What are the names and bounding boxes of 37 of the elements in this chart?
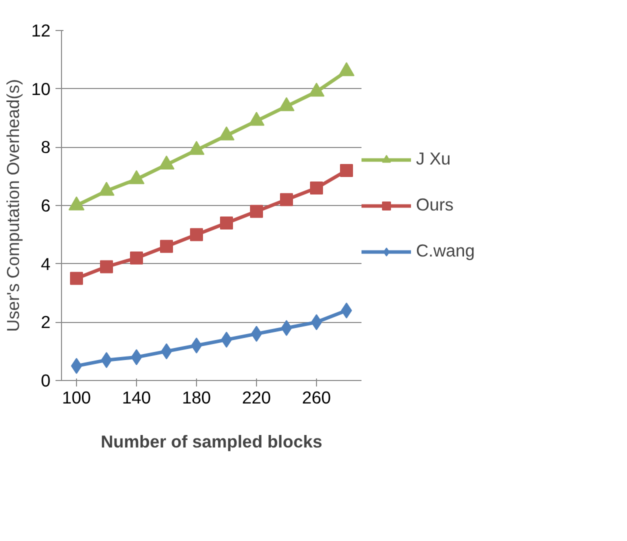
point: [158, 156, 174, 170]
point: [190, 228, 203, 242]
point: [340, 164, 353, 177]
legend-label: J Xu: [416, 148, 451, 170]
legend-label: Ours: [416, 194, 454, 216]
x-tick-label: 140: [122, 388, 151, 408]
y-tick-label: 10: [31, 78, 51, 99]
x-tick-label: 180: [182, 388, 211, 408]
point: [218, 126, 234, 140]
x-tick-label: 260: [302, 388, 331, 408]
y-tick-label: 6: [40, 196, 51, 216]
point: [128, 170, 144, 184]
y-tick-label: 0: [40, 370, 51, 390]
point: [280, 193, 293, 206]
point: [308, 82, 324, 97]
point: [278, 97, 294, 112]
y-tick-label: 4: [40, 254, 51, 274]
point: [68, 196, 84, 210]
point: [220, 216, 233, 230]
point: [310, 182, 323, 194]
point: [160, 240, 173, 253]
point: [130, 252, 143, 264]
y-tick-label: 2: [40, 312, 51, 332]
y-tick-label: 8: [40, 137, 51, 158]
point: [100, 260, 113, 274]
point: [250, 204, 263, 218]
point: [248, 112, 264, 126]
legend-label: C.wang: [416, 240, 475, 262]
point: [98, 182, 114, 196]
x-tick-label: 100: [62, 388, 91, 408]
point: [338, 62, 354, 76]
point: [70, 272, 83, 285]
point: [188, 140, 204, 155]
y-axis-title: User's Computation Overhead(s): [3, 79, 24, 332]
x-axis-title: Number of sampled blocks: [100, 432, 322, 452]
x-tick-label: 220: [242, 388, 271, 408]
y-tick-label: 12: [31, 20, 51, 40]
